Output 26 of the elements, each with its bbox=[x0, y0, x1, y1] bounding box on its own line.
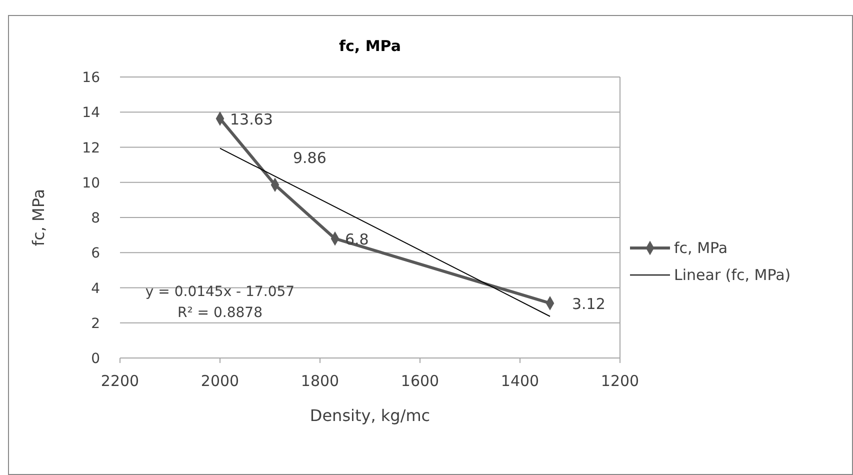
chart-title: fc, MPa bbox=[339, 37, 401, 55]
x-tick-label: 1400 bbox=[500, 372, 540, 390]
data-label: 13.63 bbox=[230, 110, 273, 129]
x-tick-label: 2000 bbox=[200, 372, 240, 390]
legend-label: fc, MPa bbox=[674, 239, 728, 257]
annotation: R² = 0.8878 bbox=[178, 305, 262, 322]
x-tick-label: 1600 bbox=[400, 372, 440, 390]
y-tick-label: 16 bbox=[82, 70, 100, 86]
y-tick-label: 8 bbox=[91, 210, 100, 226]
y-tick-label: 6 bbox=[91, 246, 100, 262]
y-axis-title: fc, MPa bbox=[29, 188, 48, 246]
y-tick-label: 2 bbox=[91, 316, 100, 332]
x-tick-label: 2200 bbox=[100, 372, 140, 390]
x-tick-label: 1200 bbox=[600, 372, 640, 390]
x-tick-label: 1800 bbox=[300, 372, 340, 390]
y-tick-label: 10 bbox=[82, 175, 100, 192]
y-tick-label: 12 bbox=[82, 140, 100, 156]
x-axis-title: Density, kg/mc bbox=[310, 406, 430, 425]
y-tick-label: 4 bbox=[91, 280, 100, 297]
legend-label: Linear (fc, MPa) bbox=[674, 266, 791, 284]
y-tick-label: 14 bbox=[82, 105, 100, 122]
y-tick-label: 0 bbox=[91, 351, 100, 367]
data-label: 9.86 bbox=[293, 148, 326, 167]
data-label: 6.8 bbox=[345, 230, 369, 249]
annotation: y = 0.0145x - 17.057 bbox=[145, 284, 295, 300]
data-label: 3.12 bbox=[572, 295, 606, 314]
